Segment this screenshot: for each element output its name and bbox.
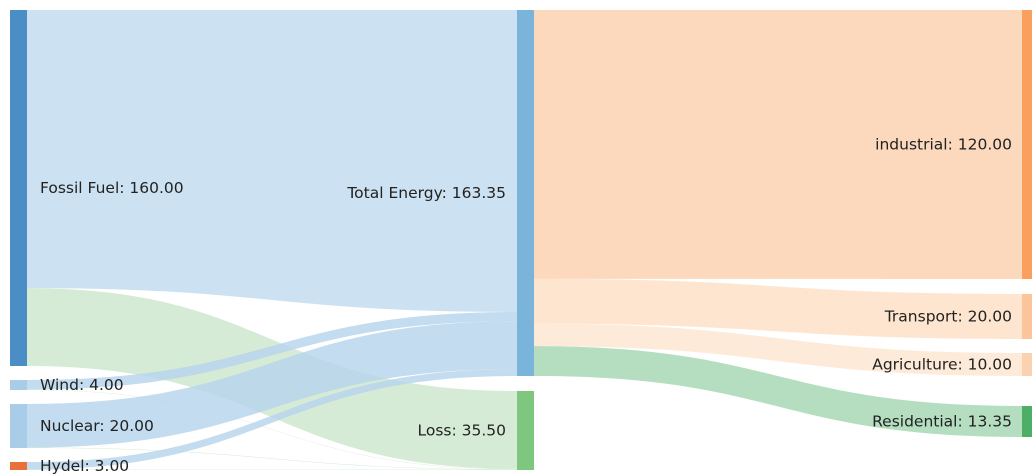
link-nuclear-to-total [27, 321, 517, 448]
link-total-to-industrial [534, 10, 1022, 279]
node-label-nuclear: Nuclear: 20.00 [40, 417, 154, 435]
node-label-transport: Transport: 20.00 [884, 308, 1012, 326]
node-label-hydel: Hydel: 3.00 [40, 457, 129, 475]
link-total-to-transport [534, 278, 1022, 339]
link-total-to-agriculture [534, 323, 1022, 376]
node-total [517, 10, 534, 376]
node-label-industrial: industrial: 120.00 [875, 136, 1012, 154]
node-loss [517, 391, 534, 470]
sankey-links [27, 10, 1022, 470]
node-label-fossil: Fossil Fuel: 160.00 [40, 179, 184, 197]
link-total-to-residential [534, 346, 1022, 437]
node-label-wind: Wind: 4.00 [40, 376, 124, 394]
link-nuclear-to-loss [27, 447, 517, 470]
link-wind-to-total [27, 311, 517, 390]
node-agriculture [1022, 353, 1032, 376]
node-label-total: Total Energy: 163.35 [346, 184, 506, 202]
node-industrial [1022, 10, 1032, 279]
node-transport [1022, 294, 1032, 339]
node-wind [10, 380, 27, 390]
link-fossil-to-total [27, 10, 517, 312]
node-nuclear [10, 404, 27, 448]
node-hydel [10, 462, 27, 470]
sankey-labels: Fossil Fuel: 160.00 Wind: 4.00 Nuclear: 20… [40, 136, 1012, 475]
node-fossil [10, 10, 27, 366]
node-label-agriculture: Agriculture: 10.00 [872, 356, 1012, 374]
node-residential [1022, 406, 1032, 437]
link-hydel-to-total [27, 369, 517, 470]
link-wind-to-loss [27, 389, 517, 470]
node-label-residential: Residential: 13.35 [872, 413, 1012, 431]
sankey-nodes [10, 10, 1032, 470]
node-label-loss: Loss: 35.50 [417, 422, 506, 440]
